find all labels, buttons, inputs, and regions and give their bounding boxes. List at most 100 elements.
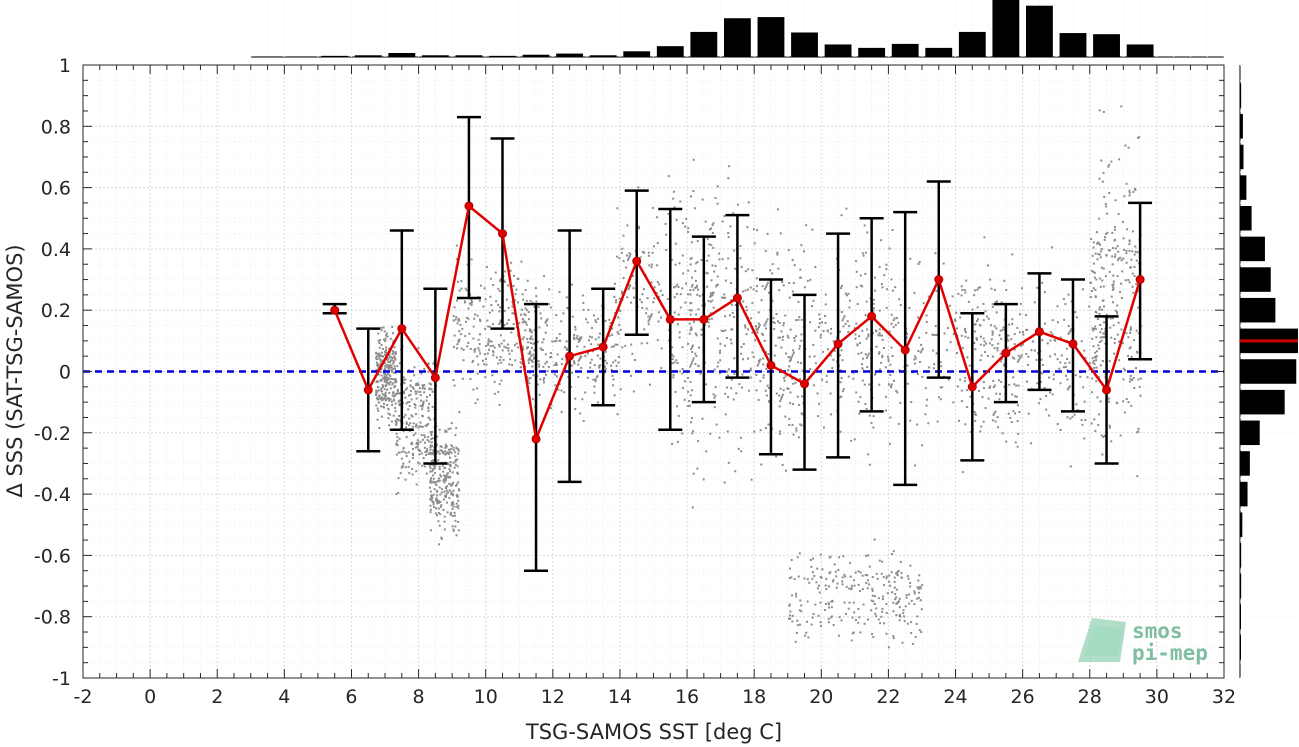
scatter-point bbox=[443, 467, 446, 470]
scatter-point bbox=[1136, 251, 1139, 254]
scatter-point bbox=[673, 206, 676, 209]
scatter-point bbox=[700, 328, 703, 331]
scatter-point bbox=[721, 220, 724, 223]
scatter-point bbox=[1044, 322, 1047, 325]
scatter-point bbox=[1129, 331, 1132, 334]
scatter-point bbox=[1127, 401, 1130, 404]
scatter-point bbox=[667, 212, 670, 215]
scatter-point bbox=[727, 461, 730, 464]
scatter-point bbox=[410, 442, 413, 445]
scatter-point bbox=[429, 431, 432, 434]
scatter-point bbox=[482, 363, 485, 366]
scatter-point bbox=[1095, 380, 1098, 383]
scatter-point bbox=[681, 372, 684, 375]
scatter-point bbox=[453, 306, 456, 309]
scatter-point bbox=[1060, 354, 1063, 357]
scatter-point bbox=[620, 251, 623, 254]
scatter-point bbox=[617, 316, 620, 319]
scatter-point bbox=[616, 330, 619, 333]
scatter-point bbox=[974, 323, 977, 326]
scatter-point bbox=[422, 401, 425, 404]
scatter-point bbox=[687, 269, 690, 272]
scatter-point bbox=[790, 594, 793, 597]
scatter-point bbox=[839, 330, 842, 333]
scatter-point bbox=[917, 316, 920, 319]
scatter-point bbox=[767, 423, 770, 426]
scatter-point bbox=[781, 338, 784, 341]
scatter-point bbox=[628, 255, 631, 258]
scatter-point bbox=[832, 579, 835, 582]
scatter-point bbox=[422, 403, 425, 406]
scatter-point bbox=[390, 368, 393, 371]
scatter-point bbox=[710, 317, 713, 320]
scatter-point bbox=[592, 350, 595, 353]
scatter-point bbox=[389, 337, 392, 340]
scatter-point bbox=[855, 286, 858, 289]
scatter-point bbox=[823, 315, 826, 318]
scatter-point bbox=[811, 228, 814, 231]
mean-marker bbox=[867, 311, 877, 321]
scatter-point bbox=[879, 368, 882, 371]
top-histogram-bar bbox=[489, 55, 516, 57]
scatter-point bbox=[447, 491, 450, 494]
scatter-point bbox=[684, 225, 687, 228]
scatter-point bbox=[865, 300, 868, 303]
x-tick-label: 18 bbox=[742, 686, 766, 708]
scatter-point bbox=[848, 306, 851, 309]
scatter-point bbox=[421, 384, 424, 387]
scatter-point bbox=[740, 352, 743, 355]
scatter-point bbox=[1016, 360, 1019, 363]
scatter-point bbox=[497, 390, 500, 393]
scatter-point bbox=[1071, 415, 1074, 418]
scatter-point bbox=[678, 331, 681, 334]
scatter-point bbox=[383, 375, 386, 378]
scatter-point bbox=[647, 323, 650, 326]
scatter-point bbox=[729, 281, 732, 284]
right-histogram-bar bbox=[1240, 267, 1271, 292]
scatter-point bbox=[378, 401, 381, 404]
scatter-point bbox=[694, 352, 697, 355]
scatter-point bbox=[566, 348, 569, 351]
scatter-point bbox=[1111, 231, 1114, 234]
scatter-point bbox=[1127, 278, 1130, 281]
scatter-point bbox=[729, 225, 732, 228]
scatter-point bbox=[825, 374, 828, 377]
scatter-point bbox=[440, 450, 443, 453]
scatter-point bbox=[522, 347, 525, 350]
scatter-point bbox=[917, 579, 920, 582]
scatter-point bbox=[514, 359, 517, 362]
scatter-point bbox=[380, 415, 383, 418]
scatter-point bbox=[459, 333, 462, 336]
scatter-point bbox=[412, 387, 415, 390]
scatter-point bbox=[830, 327, 833, 330]
scatter-point bbox=[747, 288, 750, 291]
scatter-point bbox=[1129, 374, 1132, 377]
scatter-point bbox=[430, 452, 433, 455]
scatter-point bbox=[513, 344, 516, 347]
scatter-point bbox=[841, 359, 844, 362]
scatter-point bbox=[452, 319, 455, 322]
scatter-point bbox=[798, 316, 801, 319]
scatter-point bbox=[775, 312, 778, 315]
scatter-point bbox=[596, 375, 599, 378]
scatter-point bbox=[436, 494, 439, 497]
scatter-point bbox=[847, 375, 850, 378]
scatter-point bbox=[390, 420, 393, 423]
scatter-point bbox=[1094, 327, 1097, 330]
scatter-point bbox=[898, 619, 901, 622]
scatter-point bbox=[986, 264, 989, 267]
scatter-point bbox=[741, 373, 744, 376]
scatter-point bbox=[1099, 400, 1102, 403]
y-axis-title: Δ SSS (SAT-TSG-SAMOS) bbox=[3, 244, 27, 497]
scatter-point bbox=[674, 285, 677, 288]
scatter-point bbox=[380, 374, 383, 377]
scatter-point bbox=[849, 575, 852, 578]
scatter-point bbox=[442, 479, 445, 482]
scatter-point bbox=[765, 394, 768, 397]
scatter-point bbox=[918, 261, 921, 264]
scatter-point bbox=[405, 435, 408, 438]
scatter-point bbox=[454, 525, 457, 528]
scatter-point bbox=[1056, 358, 1059, 361]
scatter-point bbox=[724, 413, 727, 416]
scatter-point bbox=[432, 480, 435, 483]
